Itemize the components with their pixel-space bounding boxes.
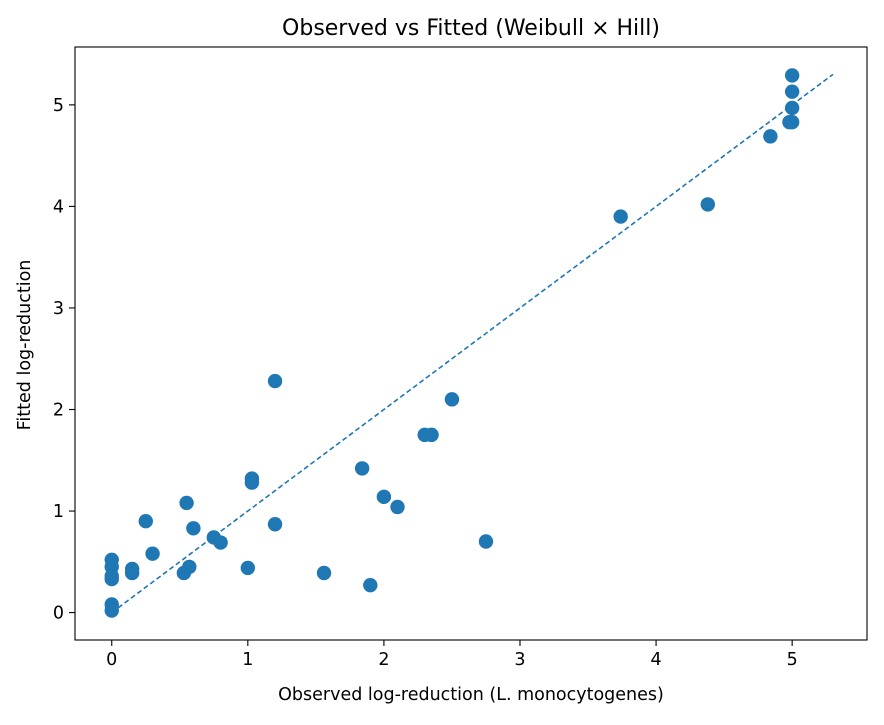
x-tick-label: 2 [378,650,389,670]
x-tick-label: 5 [787,650,798,670]
y-tick-label: 3 [53,299,64,319]
data-point [240,560,256,576]
y-tick-label: 1 [53,502,64,522]
data-point [267,373,283,389]
data-point [784,100,800,116]
data-point [145,546,160,561]
data-point [478,534,494,549]
data-point [124,565,140,581]
data-point [104,571,119,587]
data-point [316,565,332,581]
data-point [390,499,405,515]
y-tick-label: 4 [53,197,64,217]
data-point [186,521,201,536]
data-point [138,513,153,529]
data-point [363,577,378,593]
data-point [182,559,197,575]
data-point [354,461,370,476]
data-point [613,209,628,224]
data-point [424,427,439,443]
data-point [244,475,260,490]
chart-title: Observed vs Fitted (Weibull × Hill) [282,16,660,41]
x-tick-label: 1 [242,650,253,670]
y-tick-label: 0 [53,604,64,624]
data-point [784,84,800,99]
plot-frame [74,46,868,641]
data-point [784,114,800,130]
y-axis-label: Fitted log-reduction [15,260,35,431]
x-tick-label: 0 [106,650,117,670]
data-point [179,495,194,511]
y-tick-label: 2 [53,401,64,421]
data-point [784,68,800,83]
data-point [700,197,715,212]
x-tick-label: 3 [514,650,525,670]
reference-line [111,73,834,614]
data-point [444,392,460,407]
data-point [213,535,228,550]
data-point [763,129,778,144]
x-tick-label: 4 [651,650,662,670]
data-point [267,517,283,532]
data-point [104,603,119,618]
x-axis-label: Observed log-reduction (L. monocytogenes… [278,685,664,705]
plot-layer: 0 1 2 3 4 5 0 1 2 3 4 5 [53,46,868,670]
data-point [376,489,392,505]
y-tick-label: 5 [53,96,64,116]
